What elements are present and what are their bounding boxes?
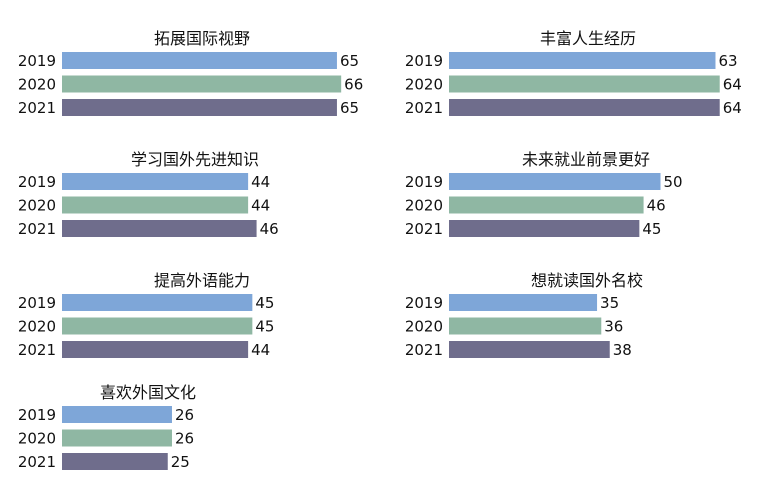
value-label: 45 bbox=[255, 318, 274, 336]
panel-6: 想就读国外名校 2019 35 2020 36 2021 38 bbox=[405, 271, 643, 359]
value-label: 65 bbox=[340, 99, 359, 117]
value-label: 66 bbox=[344, 76, 363, 94]
value-label: 64 bbox=[723, 99, 742, 117]
year-label: 2021 bbox=[405, 220, 443, 238]
year-label: 2019 bbox=[405, 173, 443, 191]
bar-2020 bbox=[62, 317, 253, 335]
value-label: 63 bbox=[718, 52, 737, 70]
year-label: 2019 bbox=[18, 173, 56, 191]
bar-2019 bbox=[62, 294, 253, 311]
year-label: 2020 bbox=[405, 76, 443, 94]
value-label: 44 bbox=[251, 341, 270, 359]
bar-2021 bbox=[449, 341, 610, 358]
year-label: 2021 bbox=[18, 99, 56, 117]
bar-2020 bbox=[62, 429, 172, 447]
panel-title: 喜欢外国文化 bbox=[100, 383, 196, 402]
value-label: 35 bbox=[600, 294, 619, 312]
year-label: 2020 bbox=[18, 430, 56, 448]
bar-2021 bbox=[449, 220, 640, 237]
bar-2021 bbox=[62, 99, 337, 116]
value-label: 45 bbox=[255, 294, 274, 312]
year-label: 2020 bbox=[18, 318, 56, 336]
bar-2020 bbox=[62, 75, 342, 93]
value-label: 44 bbox=[251, 173, 270, 191]
value-label: 45 bbox=[642, 220, 661, 238]
value-label: 50 bbox=[664, 173, 683, 191]
year-label: 2021 bbox=[18, 453, 56, 471]
value-label: 46 bbox=[260, 220, 279, 238]
year-label: 2021 bbox=[405, 341, 443, 359]
bar-2020 bbox=[449, 75, 720, 93]
bar-2021 bbox=[62, 453, 168, 470]
value-label: 26 bbox=[175, 430, 194, 448]
year-label: 2020 bbox=[18, 76, 56, 94]
year-label: 2020 bbox=[405, 197, 443, 215]
bar-2021 bbox=[62, 220, 257, 237]
value-label: 25 bbox=[171, 453, 190, 471]
bar-2019 bbox=[62, 52, 337, 69]
value-label: 65 bbox=[340, 52, 359, 70]
year-label: 2020 bbox=[18, 197, 56, 215]
year-label: 2019 bbox=[405, 52, 443, 70]
panel-4: 未来就业前景更好 2019 50 2020 46 2021 45 bbox=[405, 150, 683, 238]
panel-2: 丰富人生经历 2019 63 2020 64 2021 64 bbox=[405, 29, 742, 117]
bar-2019 bbox=[62, 173, 249, 190]
year-label: 2021 bbox=[18, 220, 56, 238]
panel-title: 丰富人生经历 bbox=[540, 29, 636, 48]
value-label: 38 bbox=[613, 341, 632, 359]
bar-2019 bbox=[62, 406, 172, 423]
year-label: 2019 bbox=[405, 294, 443, 312]
bar-2020 bbox=[449, 317, 602, 335]
year-label: 2021 bbox=[405, 99, 443, 117]
year-label: 2019 bbox=[18, 52, 56, 70]
bar-2021 bbox=[449, 99, 720, 116]
panel-title: 提高外语能力 bbox=[154, 271, 250, 290]
value-label: 26 bbox=[175, 406, 194, 424]
panel-title: 拓展国际视野 bbox=[154, 29, 250, 48]
bar-2020 bbox=[62, 196, 249, 214]
value-label: 46 bbox=[647, 197, 666, 215]
year-label: 2021 bbox=[18, 341, 56, 359]
panel-title: 学习国外先进知识 bbox=[131, 150, 259, 169]
bar-2019 bbox=[449, 294, 598, 311]
panel-title: 未来就业前景更好 bbox=[522, 150, 650, 169]
panel-1: 拓展国际视野 2019 65 2020 66 2021 65 bbox=[18, 29, 363, 117]
bar-2020 bbox=[449, 196, 644, 214]
bar-2019 bbox=[449, 52, 716, 69]
panel-7: 喜欢外国文化 2019 26 2020 26 2021 25 bbox=[18, 383, 196, 471]
year-label: 2019 bbox=[18, 406, 56, 424]
value-label: 64 bbox=[723, 76, 742, 94]
panel-5: 提高外语能力 2019 45 2020 45 2021 44 bbox=[18, 271, 275, 359]
bar-2019 bbox=[449, 173, 661, 190]
bar-2021 bbox=[62, 341, 249, 358]
panel-3: 学习国外先进知识 2019 44 2020 44 2021 46 bbox=[18, 150, 279, 238]
panel-title: 想就读国外名校 bbox=[531, 271, 643, 290]
value-label: 44 bbox=[251, 197, 270, 215]
value-label: 36 bbox=[604, 318, 623, 336]
year-label: 2019 bbox=[18, 294, 56, 312]
year-label: 2020 bbox=[405, 318, 443, 336]
